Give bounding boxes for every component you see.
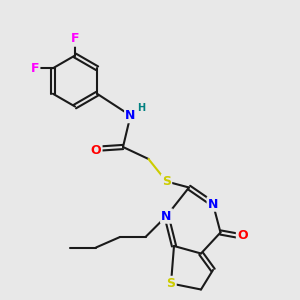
- Text: H: H: [137, 103, 145, 113]
- Text: N: N: [161, 209, 172, 223]
- Text: S: S: [162, 175, 171, 188]
- Text: F: F: [31, 62, 39, 75]
- Text: O: O: [237, 229, 248, 242]
- Text: O: O: [91, 143, 101, 157]
- Text: N: N: [125, 109, 136, 122]
- Text: S: S: [167, 277, 176, 290]
- Text: N: N: [208, 197, 218, 211]
- Text: F: F: [71, 32, 79, 46]
